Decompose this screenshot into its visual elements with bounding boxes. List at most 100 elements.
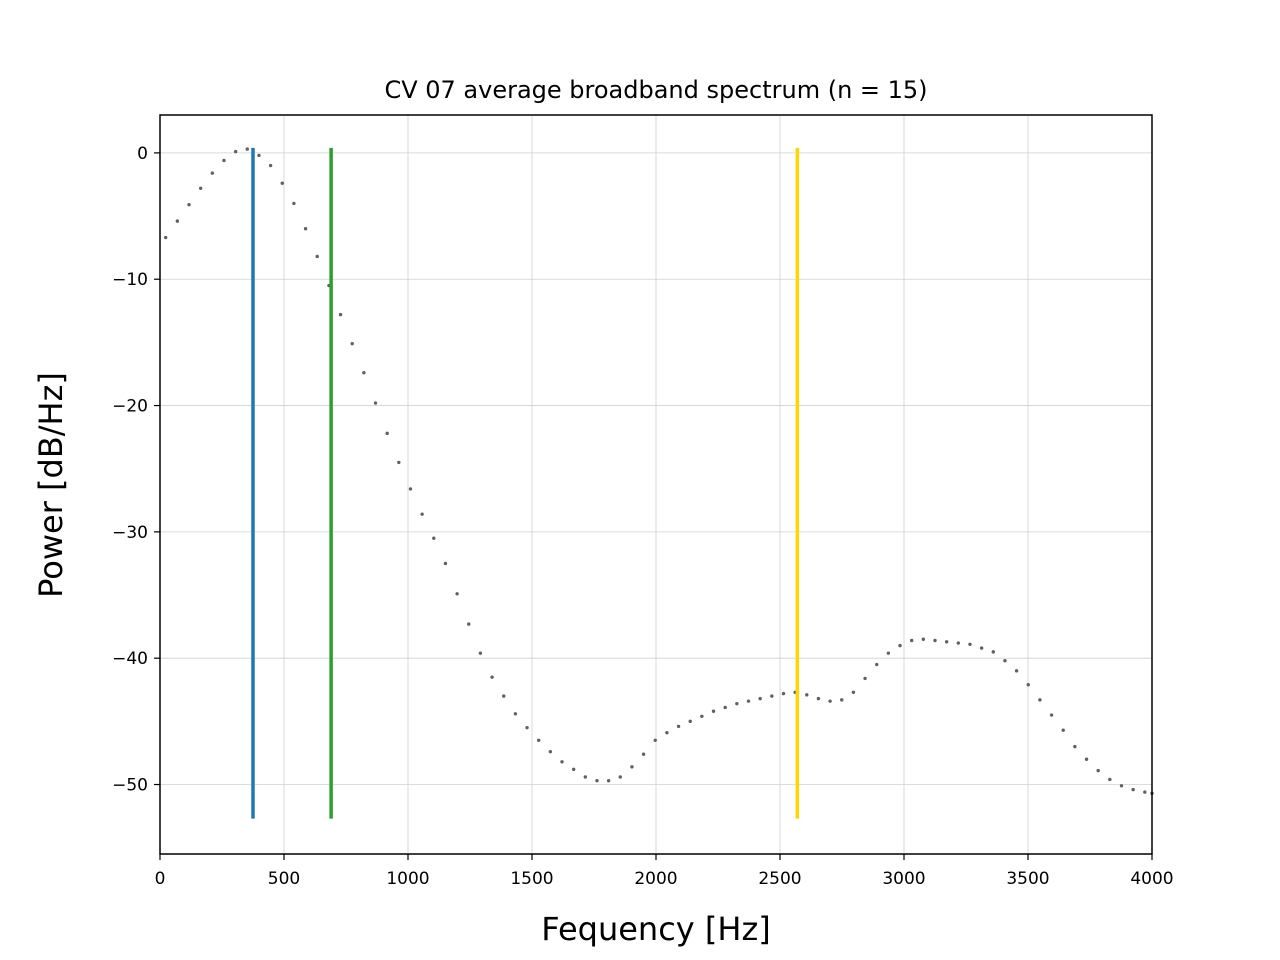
x-tick-label: 1500 xyxy=(510,869,553,889)
spectrum-point xyxy=(828,699,832,703)
x-tick-label: 500 xyxy=(268,869,300,889)
x-tick-label: 3500 xyxy=(1006,869,1049,889)
spectrum-point xyxy=(257,153,261,158)
spectrum-point xyxy=(933,638,937,643)
spectrum-point xyxy=(676,724,681,729)
spectrum-point xyxy=(746,699,751,703)
y-tick-label: −50 xyxy=(112,776,148,796)
x-tick-label: 0 xyxy=(155,869,166,889)
y-tick-label: 0 xyxy=(137,144,148,164)
spectrum-point xyxy=(315,254,319,259)
spectrum-point xyxy=(164,235,168,240)
spectrum-point xyxy=(665,731,669,735)
spectrum-point xyxy=(781,691,786,696)
spectrum-point xyxy=(1073,744,1077,749)
spectrum-point xyxy=(222,158,226,163)
spectrum-point xyxy=(338,312,343,317)
spectrum-point xyxy=(863,676,867,681)
spectrum-point xyxy=(1131,787,1135,792)
spectrum-point xyxy=(1119,784,1124,788)
spectrum-point xyxy=(735,701,739,706)
spectrum-point xyxy=(606,779,611,783)
spectrum-point xyxy=(921,637,926,641)
y-axis-label: Power [dB/Hz] xyxy=(32,372,70,598)
spectrum-point xyxy=(350,341,354,346)
spectrum-point xyxy=(898,643,902,648)
grid-lines xyxy=(159,115,1153,854)
spectrum-point xyxy=(875,662,879,667)
spectrum-point xyxy=(956,641,961,645)
plot-area xyxy=(164,147,1154,819)
x-tick-label: 2500 xyxy=(758,869,801,889)
spectrum-point xyxy=(851,690,856,695)
spectrum-point xyxy=(711,709,716,713)
spectrum-point xyxy=(432,536,436,540)
spectrum-point xyxy=(210,171,215,175)
spectrum-point xyxy=(525,725,529,730)
spectrum-point xyxy=(840,698,844,702)
spectrum-point xyxy=(641,752,646,756)
spectrum-point xyxy=(979,646,984,650)
spectrum-point xyxy=(583,775,588,779)
spectrum-point xyxy=(1003,659,1007,663)
spectrum-point xyxy=(770,694,774,698)
spectrum-point xyxy=(420,512,424,516)
chart-title: CV 07 average broadband spectrum (n = 15… xyxy=(384,76,927,104)
spectrum-point xyxy=(245,147,249,151)
x-tick-label: 4000 xyxy=(1130,869,1173,889)
spectrum-point xyxy=(280,181,284,185)
spectrum-point xyxy=(571,767,576,772)
spectrum-point xyxy=(1049,713,1054,717)
spectrum-point xyxy=(1061,728,1065,732)
spectrum-point xyxy=(292,201,296,206)
spectrum-point xyxy=(909,638,914,643)
spectrum-point xyxy=(385,431,389,436)
x-tick-label: 3000 xyxy=(882,869,925,889)
spectrum-point xyxy=(233,149,238,154)
spectrum-point xyxy=(502,694,506,698)
spectrum-point xyxy=(408,487,413,491)
spectrum-series xyxy=(164,147,1154,796)
spectrum-point xyxy=(268,163,273,168)
spectrum-point xyxy=(560,760,564,764)
spectrum-point xyxy=(303,226,308,231)
spectrum-point xyxy=(595,779,599,783)
spectrum-point xyxy=(397,460,401,465)
spectrum-point xyxy=(991,650,995,654)
spectrum-point xyxy=(548,749,553,754)
y-tick-label: −10 xyxy=(112,270,148,290)
spectrum-point xyxy=(513,712,518,716)
spectrum-point xyxy=(944,640,949,644)
spectrum-point xyxy=(478,651,483,655)
spectrum-point xyxy=(362,371,366,375)
spectrum-point xyxy=(630,765,634,769)
spectrum-point xyxy=(467,622,471,626)
spectrum-point xyxy=(1026,683,1030,687)
spectrum-point xyxy=(455,592,459,596)
x-tick-label: 1000 xyxy=(386,869,429,889)
spectrum-point xyxy=(886,651,891,655)
spectrum-point xyxy=(1096,768,1100,773)
spectrum-point xyxy=(968,642,972,647)
spectrum-point xyxy=(1084,757,1089,761)
axis-ticks: 0 500 1000 1500 2000 2500 3000 3500 4000 0 −10 −20 −… xyxy=(112,144,1174,889)
spectrum-point xyxy=(175,219,180,223)
spectrum-point xyxy=(805,693,809,697)
spectrum-point xyxy=(700,714,704,719)
spectrum-point xyxy=(723,705,727,710)
x-axis-label: Fequency [Hz] xyxy=(541,910,770,948)
spectrum-point xyxy=(187,202,191,207)
spectrum-point xyxy=(1108,777,1112,782)
y-tick-label: −20 xyxy=(112,397,148,417)
x-tick-label: 2000 xyxy=(634,869,677,889)
spectrum-point xyxy=(443,561,448,566)
spectrum-point xyxy=(1014,669,1019,673)
spectrum-point xyxy=(758,696,762,701)
spectrum-point xyxy=(373,401,378,405)
spectrum-point xyxy=(618,775,622,779)
spectrum-point xyxy=(1143,790,1147,794)
spectrum-point xyxy=(653,738,657,743)
spectrum-point xyxy=(688,719,692,724)
